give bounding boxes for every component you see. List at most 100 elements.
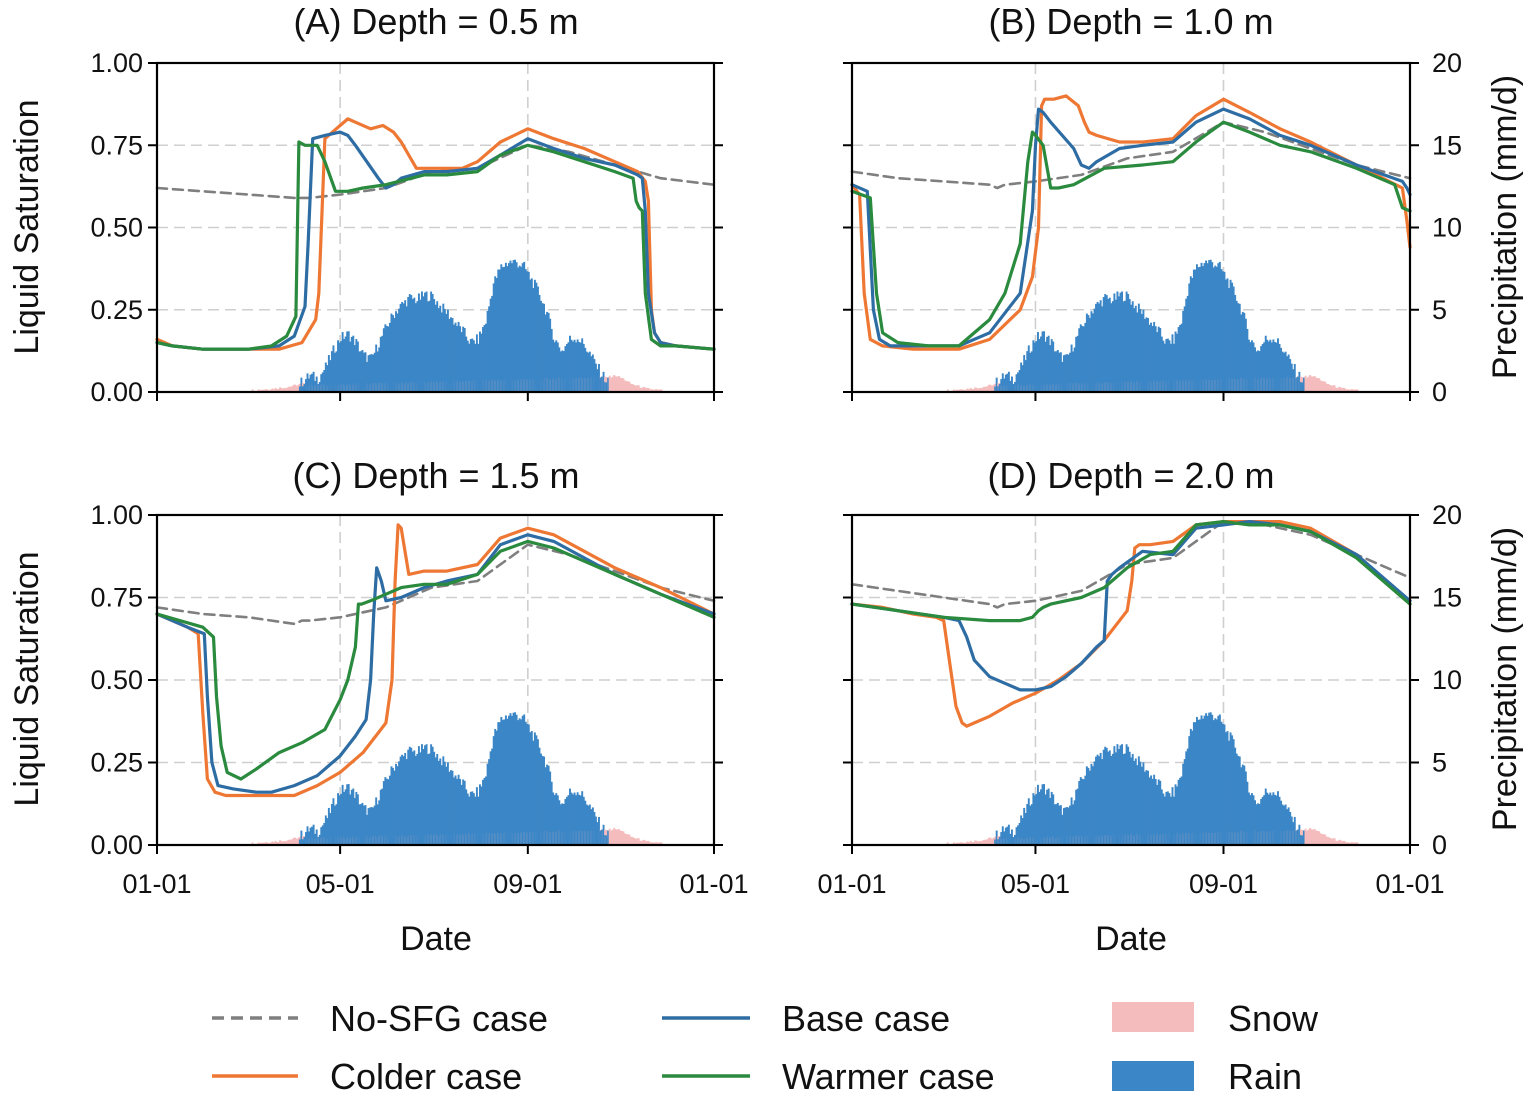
rain-bar [404,752,407,845]
snow-bar [608,375,611,392]
rain-bar [575,342,578,392]
left-axis [843,514,852,846]
snow-bar [272,842,275,845]
rain-bar [1081,325,1084,392]
rain-bar [1269,339,1272,392]
rain-bar [300,830,303,845]
snow-bar [280,840,283,845]
rain-bar [1254,347,1256,392]
snow-bar [991,838,994,845]
snow-bar [1312,829,1315,845]
rain-bar [1217,715,1220,845]
rain-bar [1278,796,1281,845]
rain-bar [1044,794,1047,845]
rain-bar [1105,295,1108,392]
rain-bar [1001,373,1004,392]
x-axis: 01-01 05-01 09-01 01-01 [122,845,749,899]
snow-bar [628,381,631,392]
rain-bar [385,325,388,392]
x-tick-label: 05-01 [306,869,375,899]
rain-bar [1197,267,1200,392]
snow-bar [279,840,282,845]
rain-bar [459,326,462,392]
rain-bar [1122,301,1125,392]
rain-bar [1006,373,1009,392]
rain-bar [1182,763,1185,845]
rain-bar [998,384,1001,392]
rain-bar [456,778,459,845]
y-tick-label: 0.75 [90,583,143,613]
rain-bar [515,262,518,392]
rain-bar [465,789,468,845]
snow-bar [266,389,269,392]
rain-bar [994,839,997,845]
rain-bar [1041,331,1044,392]
snow-bar [988,384,990,392]
rain-bar [1244,771,1247,845]
rain-bar [448,771,451,845]
rain-bar [1231,282,1234,392]
snow-bar [630,383,632,392]
rain-bar [1205,260,1208,392]
rain-bar [482,779,484,845]
legend-swatch-snow [1112,1002,1194,1032]
rain-bar [1087,315,1090,392]
snow-bar [980,841,983,845]
snow-bar [1342,840,1345,845]
rain-bar [569,335,571,392]
rain-bar [334,805,336,845]
rain-bar [576,339,579,392]
snow-bar [1318,378,1321,392]
rain-bar [1018,370,1021,392]
rain-bar [587,352,590,392]
rain-bar [1020,815,1023,845]
rain-bar [1249,795,1252,845]
rain-bar [1232,739,1235,845]
rain-bar [1270,342,1273,392]
rain-bar [1076,335,1079,392]
snow-bar [1336,388,1339,392]
snow-bar [955,842,958,845]
rain-bar [327,807,330,845]
rain-bar [1203,263,1206,392]
rain-bar [1088,770,1091,845]
rain-bar [1148,324,1151,392]
rain-bar [1252,795,1255,845]
snow-bar [975,840,978,845]
snow-bar [977,388,980,392]
rain-bar [1234,294,1237,392]
snow-bar [657,389,660,392]
left-axis [843,62,852,393]
rain-bar [569,788,571,845]
snow-bar [1342,387,1345,392]
rain-bar [1092,766,1094,845]
rain-bar [419,299,422,392]
rain-bar [507,263,510,392]
snow-bar [1313,375,1316,392]
rain-bar [1015,374,1018,392]
rain-bar [602,824,605,845]
rain-bar [414,755,417,845]
rain-bar [459,779,462,845]
rain-bar [1182,310,1185,392]
right-axis: 0 5 10 15 20 [1410,48,1462,407]
rain-bar [579,795,582,845]
snow-bar [1351,389,1354,392]
rain-bar [334,352,336,392]
snow-bar [1350,389,1353,392]
snow-bar [294,837,297,845]
rain-bar [567,342,570,392]
rain-bar [454,322,457,392]
snow-bar [272,389,275,392]
rain-bar [521,715,524,845]
rain-bar [440,765,443,845]
rain-bar [1263,342,1266,392]
rain-bar [309,827,312,845]
panel-c: (C) Depth = 1.5 m Liquid Saturation Date… [8,455,749,958]
y-tick-label: 0.00 [90,377,143,407]
snow-bar [659,389,661,392]
rain-bar [346,784,349,845]
rain-bar [1301,835,1304,845]
rain-bar [425,291,428,392]
rain-bar [527,271,530,392]
